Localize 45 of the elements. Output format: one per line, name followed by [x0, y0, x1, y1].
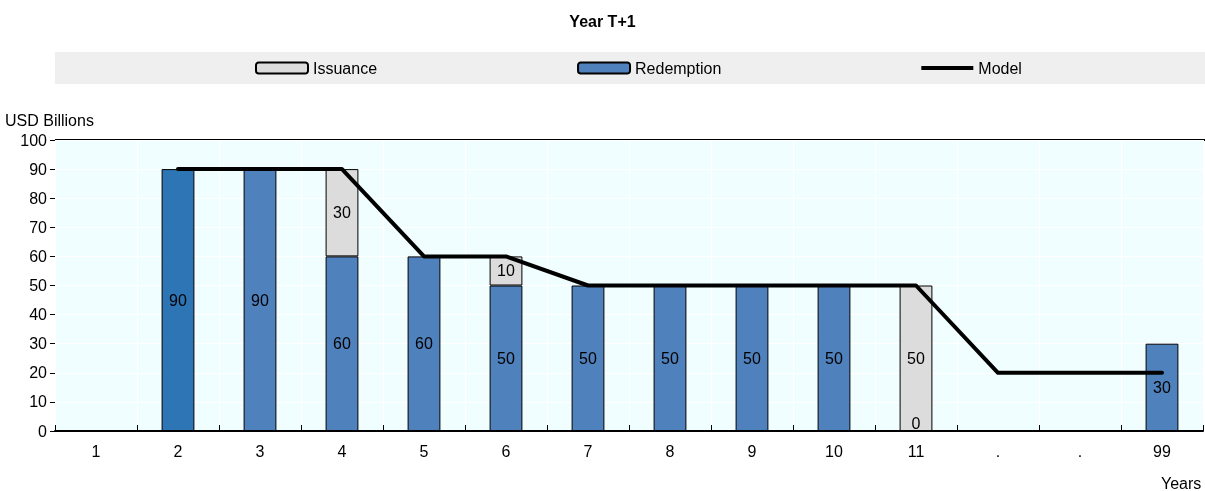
chart-title: Year T+1 [569, 12, 636, 30]
data-label: 50 [825, 349, 843, 367]
x-tick-label: 3 [255, 442, 265, 460]
y-tick-label: 80 [29, 189, 48, 207]
data-label: 50 [907, 349, 925, 367]
data-label: 30 [1153, 378, 1171, 396]
data-label: 60 [333, 335, 351, 353]
y-tick-label: 60 [29, 247, 48, 265]
y-tick-label: 50 [29, 277, 48, 294]
data-label: 30 [333, 204, 351, 222]
x-tick-label: 1 [91, 442, 101, 460]
data-label: 90 [169, 291, 187, 309]
annotation: 0 [911, 414, 921, 432]
data-label: 50 [743, 349, 761, 367]
y-tick-label: 20 [29, 364, 48, 382]
y-tick-label: 40 [29, 306, 48, 324]
x-tick-label: . [995, 442, 1001, 460]
x-tick-label: 8 [665, 442, 675, 460]
x-tick-label: 11 [907, 442, 925, 460]
x-tick-label: 2 [173, 442, 183, 460]
y-tick-label: 0 [38, 422, 48, 440]
y-tick-label: 10 [29, 393, 48, 411]
data-label: 90 [251, 291, 269, 309]
y-tick-label: 90 [29, 160, 48, 178]
data-label: 10 [497, 262, 515, 280]
x-tick-label: 6 [501, 442, 511, 460]
x-tick-label: 7 [583, 442, 593, 460]
data-label: 60 [415, 335, 433, 353]
y-axis-title: USD Billions [5, 111, 94, 129]
x-tick-label: . [1077, 442, 1083, 460]
x-tick-label: 99 [1153, 442, 1171, 460]
legend-label: Issuance [313, 59, 378, 77]
legend-label: Redemption [635, 59, 722, 77]
x-tick-label: 5 [419, 442, 429, 460]
data-label: 50 [497, 349, 515, 367]
x-tick-label: 4 [337, 442, 347, 460]
x-tick-label: 9 [747, 442, 757, 460]
legend-label: Model [978, 59, 1022, 77]
data-label: 50 [661, 349, 679, 367]
y-tick-label: 30 [29, 335, 48, 353]
data-label: 50 [579, 349, 597, 367]
y-tick-label: 100 [20, 131, 48, 149]
x-tick-label: 10 [825, 442, 843, 460]
x-axis-title: Years [1161, 474, 1202, 491]
y-tick-label: 70 [29, 218, 48, 236]
